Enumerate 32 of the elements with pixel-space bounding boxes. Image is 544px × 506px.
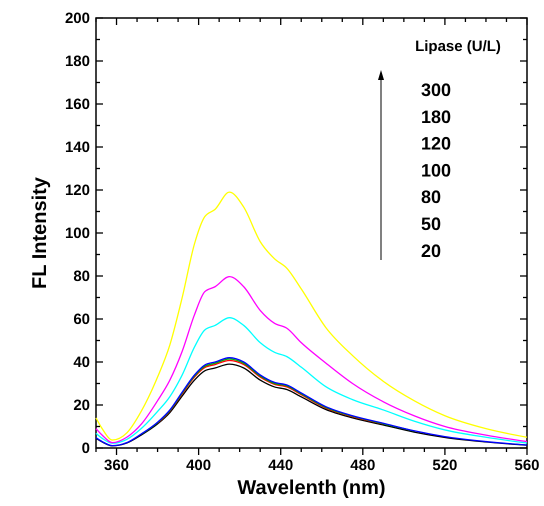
line-series bbox=[95, 276, 528, 444]
annotation: 20 bbox=[421, 240, 442, 261]
y-tick-label: 80 bbox=[73, 268, 90, 285]
x-tick-label: 400 bbox=[186, 457, 212, 474]
annotation: 120 bbox=[421, 134, 452, 154]
annotation: Lipase (U/L) bbox=[415, 38, 501, 55]
annotation: 300 bbox=[421, 80, 452, 100]
y-tick-label: 40 bbox=[73, 354, 90, 371]
y-tick-label: 200 bbox=[64, 10, 90, 27]
y-tick-label: 120 bbox=[64, 182, 90, 199]
annotation: 50 bbox=[421, 214, 442, 234]
y-tick-label: 0 bbox=[82, 440, 90, 457]
y-tick-label: 140 bbox=[64, 139, 90, 156]
x-tick-label: 440 bbox=[268, 457, 294, 474]
y-tick-label: 180 bbox=[64, 53, 90, 70]
x-axis-title: Wavelenth (nm) bbox=[237, 477, 386, 499]
x-tick-label: 480 bbox=[350, 457, 376, 474]
y-tick-label: 20 bbox=[73, 397, 90, 414]
line-series bbox=[140, 358, 415, 435]
y-axis-title: FL Intensity bbox=[29, 176, 51, 289]
y-tick-label: 160 bbox=[64, 96, 90, 113]
line-series bbox=[156, 360, 384, 425]
line-series bbox=[95, 192, 528, 441]
x-tick-label: 560 bbox=[514, 457, 540, 474]
y-tick-label: 60 bbox=[73, 311, 90, 328]
annotation: 80 bbox=[421, 187, 442, 208]
line-series bbox=[95, 317, 528, 444]
annotation: 100 bbox=[421, 160, 452, 180]
x-tick-label: 520 bbox=[432, 457, 458, 474]
y-tick-label: 100 bbox=[64, 225, 90, 242]
x-tick-label: 360 bbox=[104, 457, 130, 474]
annotation: 180 bbox=[421, 106, 452, 127]
